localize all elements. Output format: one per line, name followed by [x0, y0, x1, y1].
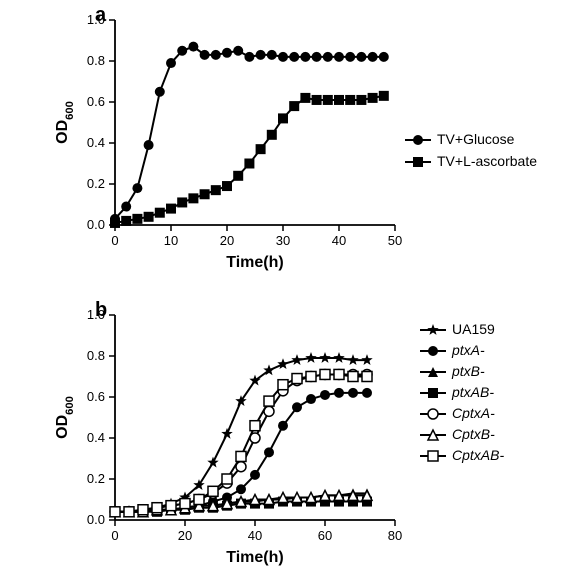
svg-text:CptxA-: CptxA- — [452, 405, 495, 421]
svg-text:30: 30 — [276, 233, 290, 248]
svg-text:ptxAB-: ptxAB- — [451, 384, 494, 400]
svg-text:0: 0 — [111, 233, 118, 248]
svg-text:0.2: 0.2 — [87, 176, 105, 191]
svg-text:TV+L-ascorbate: TV+L-ascorbate — [437, 153, 537, 169]
svg-text:0.6: 0.6 — [87, 389, 105, 404]
svg-text:0.4: 0.4 — [87, 430, 105, 445]
svg-text:50: 50 — [388, 233, 402, 248]
panel-b: b 0204060800.00.20.40.60.81.0Time(h)OD60… — [0, 295, 567, 585]
chart-b: 0204060800.00.20.40.60.81.0Time(h)OD600U… — [0, 295, 567, 575]
svg-text:10: 10 — [164, 233, 178, 248]
svg-text:0.8: 0.8 — [87, 53, 105, 68]
panel-b-label: b — [95, 299, 107, 322]
svg-text:Time(h): Time(h) — [226, 549, 283, 566]
svg-text:0.2: 0.2 — [87, 471, 105, 486]
svg-text:OD600: OD600 — [54, 101, 76, 144]
chart-a: 010203040500.00.20.40.60.81.0Time(h)OD60… — [0, 0, 567, 280]
svg-text:80: 80 — [388, 528, 402, 543]
svg-text:60: 60 — [318, 528, 332, 543]
svg-text:UA159: UA159 — [452, 321, 495, 337]
svg-text:ptxB-: ptxB- — [451, 363, 485, 379]
svg-text:0.4: 0.4 — [87, 135, 105, 150]
svg-text:20: 20 — [178, 528, 192, 543]
svg-text:CptxB-: CptxB- — [452, 426, 495, 442]
svg-text:CptxAB-: CptxAB- — [452, 447, 504, 463]
svg-text:0.0: 0.0 — [87, 512, 105, 527]
svg-text:0.8: 0.8 — [87, 348, 105, 363]
svg-text:0.6: 0.6 — [87, 94, 105, 109]
svg-text:40: 40 — [248, 528, 262, 543]
panel-a: a 010203040500.00.20.40.60.81.0Time(h)OD… — [0, 0, 567, 290]
svg-text:20: 20 — [220, 233, 234, 248]
svg-text:OD600: OD600 — [54, 396, 76, 439]
svg-text:Time(h): Time(h) — [226, 254, 283, 271]
svg-text:ptxA-: ptxA- — [451, 342, 485, 358]
svg-text:0: 0 — [111, 528, 118, 543]
svg-text:40: 40 — [332, 233, 346, 248]
svg-text:0.0: 0.0 — [87, 217, 105, 232]
svg-text:TV+Glucose: TV+Glucose — [437, 131, 515, 147]
panel-a-label: a — [95, 4, 106, 27]
